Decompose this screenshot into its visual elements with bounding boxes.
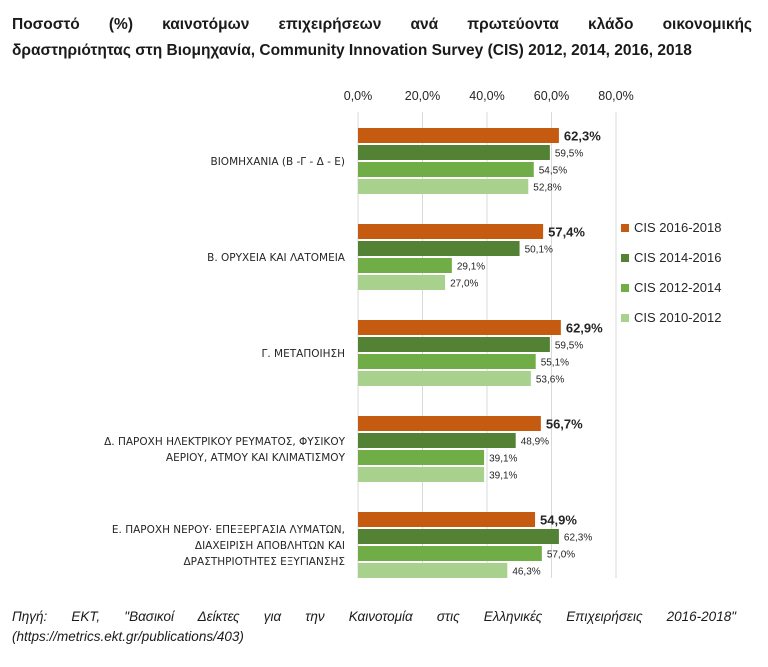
category-label: Β. ΟΡΥΧΕΙΑ ΚΑΙ ΛΑΤΟΜΕΙΑ: [207, 252, 346, 264]
data-label: 29,1%: [457, 262, 485, 273]
data-label: 62,3%: [564, 129, 601, 144]
bar: [358, 128, 559, 143]
category-label: ΔΙΑΧΕΙΡΙΣΗ ΑΠΟΒΛΗΤΩΝ ΚΑΙ: [195, 540, 345, 552]
data-label: 50,1%: [525, 245, 553, 256]
data-label: 56,7%: [546, 417, 583, 432]
x-tick-label: 20,0%: [405, 89, 440, 103]
data-label: 59,5%: [555, 341, 583, 352]
bar: [358, 162, 534, 177]
legend-swatch: [621, 314, 629, 322]
bar: [358, 241, 520, 256]
data-label: 54,9%: [540, 513, 577, 528]
data-label: 62,9%: [566, 321, 603, 336]
legend-label: CIS 2010-2012: [634, 310, 721, 325]
category-label: Γ. ΜΕΤΑΠΟΙΗΣΗ: [262, 348, 346, 360]
legend-swatch: [621, 284, 629, 292]
bar: [358, 546, 542, 561]
bar: [358, 145, 550, 160]
chart-title: Ποσοστό (%) καινοτόμων επιχειρήσεων ανά …: [12, 12, 752, 64]
data-label: 54,5%: [539, 166, 567, 177]
source-note: Πηγή: ΕΚΤ, "Βασικοί Δείκτες για την Καιν…: [12, 607, 736, 647]
chart-title-line-1: Ποσοστό (%) καινοτόμων επιχειρήσεων ανά …: [12, 16, 752, 33]
bar: [358, 416, 541, 431]
data-label: 57,4%: [548, 225, 585, 240]
bar: [358, 275, 446, 290]
bar: [358, 320, 561, 335]
data-label: 55,1%: [541, 358, 569, 369]
x-tick-label: 0,0%: [344, 89, 373, 103]
data-label: 46,3%: [512, 567, 540, 578]
x-tick-label: 80,0%: [598, 89, 633, 103]
source-line-1: Πηγή: ΕΚΤ, "Βασικοί Δείκτες για την Καιν…: [12, 609, 736, 624]
category-label: Ε. ΠΑΡΟΧΗ ΝΕΡΟΥ· ΕΠΕΞΕΡΓΑΣΙΑ ΛΥΜΑΤΩΝ,: [112, 524, 345, 536]
data-label: 48,9%: [521, 437, 549, 448]
data-label: 53,6%: [536, 375, 564, 386]
category-label: ΔΡΑΣΤΗΡΙΟΤΗΤΕΣ ΕΞΥΓΙΑΝΣΗΣ: [184, 556, 346, 568]
x-tick-label: 40,0%: [469, 89, 504, 103]
bar: [358, 179, 529, 194]
category-label: ΒΙΟΜΗΧΑΝΙΑ (Β -Γ - Δ - Ε): [211, 156, 346, 168]
data-label: 62,3%: [564, 533, 592, 544]
bar: [358, 337, 550, 352]
legend-label: CIS 2012-2014: [634, 280, 721, 295]
data-label: 39,1%: [489, 454, 517, 465]
x-tick-label: 60,0%: [534, 89, 569, 103]
category-label: Δ. ΠΑΡΟΧΗ ΗΛΕΚΤΡΙΚΟΥ ΡΕΥΜΑΤΟΣ, ΦΥΣΙΚΟΥ: [104, 436, 345, 448]
chart-title-line-2: δραστηριότητας στη Βιομηχανία, Community…: [12, 42, 692, 59]
data-label: 57,0%: [547, 550, 575, 561]
bar-chart: 0,0% 20,0% 40,0% 60,0% 80,0% ΒΙΟΜΗΧΑΝΙΑ (Β -Γ…: [104, 89, 721, 578]
bar: [358, 371, 531, 386]
legend-label: CIS 2014-2016: [634, 250, 721, 265]
bar: [358, 512, 536, 527]
legend-label: CIS 2016-2018: [634, 220, 721, 235]
legend-swatch: [621, 254, 629, 262]
data-label: 59,5%: [555, 149, 583, 160]
bar: [358, 450, 485, 465]
data-label: 52,8%: [533, 183, 561, 194]
legend-swatch: [621, 224, 629, 232]
bar: [358, 224, 544, 239]
bar: [358, 258, 452, 273]
bar: [358, 563, 508, 578]
bar: [358, 529, 559, 544]
bar: [358, 467, 485, 482]
data-label: 39,1%: [489, 471, 517, 482]
bar: [358, 354, 536, 369]
bar: [358, 433, 516, 448]
category-label: ΑΕΡΙΟΥ, ΑΤΜΟΥ ΚΑΙ ΚΛΙΜΑΤΙΣΜΟΥ: [166, 452, 346, 464]
source-line-2: (https://metrics.ekt.gr/publications/403…: [12, 629, 244, 644]
data-label: 27,0%: [450, 279, 478, 290]
